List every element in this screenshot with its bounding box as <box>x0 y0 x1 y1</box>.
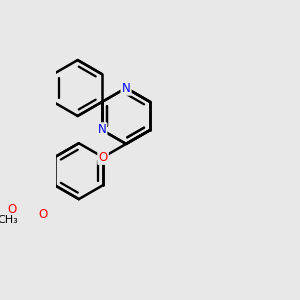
Text: CH₃: CH₃ <box>0 215 19 225</box>
Text: N: N <box>98 123 106 136</box>
Text: N: N <box>122 82 130 94</box>
Text: O: O <box>98 151 108 164</box>
Text: O: O <box>8 203 17 216</box>
Text: O: O <box>38 208 47 221</box>
